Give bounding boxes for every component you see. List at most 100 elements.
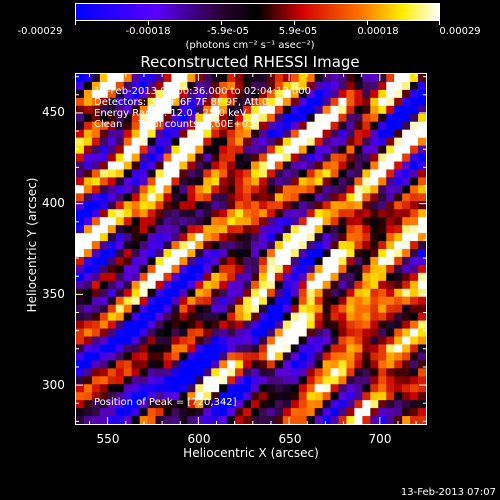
heatmap-cell — [282, 264, 292, 274]
heatmap-cell — [298, 241, 308, 250]
heatmap-cell — [258, 145, 268, 154]
heatmap-cell — [330, 137, 339, 146]
heatmap-cell — [163, 153, 172, 162]
heatmap-cell — [290, 201, 300, 210]
heatmap-cell — [91, 225, 101, 234]
heatmap-cell — [195, 304, 204, 314]
heatmap-cell — [187, 280, 196, 290]
heatmap-cell — [155, 89, 164, 99]
heatmap-cell — [211, 129, 220, 139]
heatmap-cell — [274, 328, 284, 337]
heatmap-cell — [211, 264, 220, 274]
heatmap-cell — [131, 376, 141, 385]
heatmap-cell — [298, 280, 308, 290]
heatmap-cell — [155, 201, 164, 210]
heatmap-cell — [338, 153, 347, 162]
heatmap-cell — [83, 209, 93, 218]
heatmap-cell — [274, 209, 284, 218]
heatmap-cell — [227, 296, 236, 306]
heatmap-cell — [76, 225, 85, 234]
heatmap-cell — [338, 256, 347, 266]
heatmap-cell — [123, 97, 133, 107]
colorbar-tick — [221, 21, 222, 25]
heatmap-cell — [330, 352, 339, 361]
heatmap-cell — [338, 129, 347, 139]
heatmap-cell — [354, 288, 363, 298]
heatmap-cell — [99, 209, 109, 218]
heatmap-cell — [227, 113, 236, 123]
y-tick-label: 300 — [42, 378, 65, 392]
heatmap-cell — [171, 74, 180, 83]
heatmap-cell — [346, 129, 355, 139]
heatmap-cell — [282, 121, 292, 131]
heatmap-cell — [338, 209, 347, 218]
heatmap-cell — [171, 241, 180, 250]
heatmap-cell — [354, 169, 363, 178]
heatmap-cell — [163, 344, 172, 353]
heatmap-cell — [266, 105, 276, 115]
heatmap-cell — [235, 137, 244, 146]
heatmap-cell — [370, 201, 379, 210]
heatmap-cell — [147, 185, 156, 194]
heatmap-cell — [155, 74, 164, 83]
heatmap-cell — [258, 121, 268, 131]
heatmap-cell — [378, 177, 387, 186]
heatmap-cell — [378, 368, 387, 377]
heatmap-cell — [76, 169, 85, 178]
heatmap-cell — [195, 201, 204, 210]
heatmap-cell — [402, 105, 411, 115]
heatmap-cell — [179, 288, 188, 298]
heatmap-cell — [147, 272, 156, 282]
heatmap-cell — [219, 137, 228, 146]
heatmap-cell — [298, 105, 308, 115]
heatmap-cell — [282, 312, 292, 321]
heatmap-cell — [266, 304, 276, 314]
heatmap-cell — [155, 400, 164, 409]
heatmap-cell — [115, 320, 125, 329]
heatmap-cell — [139, 256, 148, 266]
heatmap-cell — [266, 193, 276, 202]
heatmap-cell — [243, 264, 252, 274]
heatmap-cell — [171, 89, 180, 99]
heatmap-cell — [163, 272, 172, 282]
heatmap-cell — [266, 161, 276, 170]
heatmap-cell — [251, 264, 260, 274]
heatmap-cell — [171, 153, 180, 162]
heatmap-cell — [147, 177, 156, 186]
heatmap-cell — [187, 344, 196, 353]
heatmap-cell — [187, 416, 196, 424]
heatmap-cell — [139, 272, 148, 282]
heatmap-cell — [290, 249, 300, 258]
heatmap-cell — [282, 225, 292, 234]
heatmap-cell — [171, 408, 180, 417]
heatmap-cell — [370, 241, 379, 250]
heatmap-cell — [76, 272, 85, 282]
heatmap-cell — [322, 185, 331, 194]
heatmap-cell — [410, 400, 419, 409]
heatmap-cell — [322, 177, 331, 186]
heatmap-cell — [354, 272, 363, 282]
heatmap-cell — [195, 408, 204, 417]
heatmap-cell — [298, 201, 308, 210]
heatmap-cell — [211, 416, 220, 424]
heatmap-cell — [243, 145, 252, 154]
heatmap-cell — [258, 312, 268, 321]
heatmap-cell — [378, 400, 387, 409]
heatmap-cell — [155, 312, 164, 321]
heatmap-cell — [386, 137, 395, 146]
heatmap-cell — [187, 153, 196, 162]
heatmap-cell — [322, 105, 331, 115]
heatmap-cell — [402, 233, 411, 242]
heatmap-cell — [306, 352, 316, 361]
heatmap-cell — [99, 105, 109, 115]
heatmap-cell — [298, 89, 308, 99]
heatmap-cell — [386, 217, 395, 226]
heatmap-cell — [274, 272, 284, 282]
heatmap-cell — [219, 241, 228, 250]
heatmap-cell — [338, 233, 347, 242]
heatmap-cell — [274, 336, 284, 345]
heatmap-cell — [378, 74, 387, 83]
heatmap-cell — [243, 209, 252, 218]
heatmap-cell — [203, 233, 212, 242]
heatmap-cell — [243, 217, 252, 226]
